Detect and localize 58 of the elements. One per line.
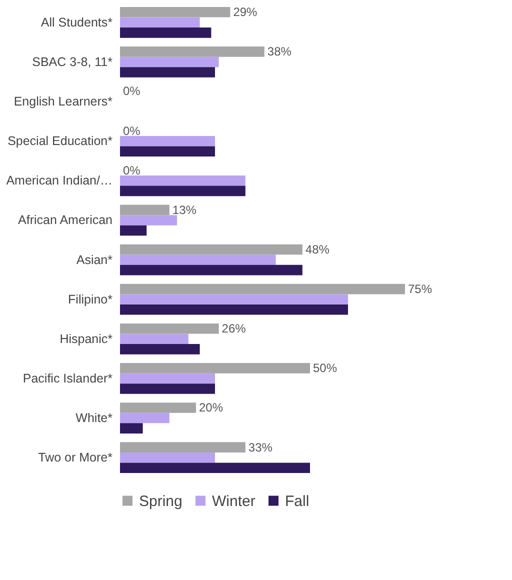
data-label: 26% [222,322,246,336]
bar [120,225,147,236]
legend-label: Spring [139,492,182,510]
bar [120,423,143,434]
y-tick-label: American Indian/… [6,174,112,188]
bar [120,334,188,344]
bar [120,304,348,315]
bar [120,284,405,294]
y-tick-label: White* [76,411,113,426]
data-label: 0% [123,124,141,138]
bar [120,254,276,265]
y-tick-label: Filipino* [68,292,113,306]
bar [120,6,230,18]
data-label: 50% [313,361,338,376]
data-label: 13% [172,202,197,217]
bar [120,56,219,68]
bar [120,344,200,354]
bar [120,442,246,452]
bar [120,294,348,304]
bar [120,46,264,57]
legend-label: Winter [212,492,256,510]
data-label: 0% [123,84,141,98]
data-label: 48% [305,242,330,256]
bar [120,146,215,157]
y-tick-label: SBAC 3-8, 11* [32,54,113,69]
bar [120,373,215,384]
bar [120,67,215,78]
bar [120,323,219,334]
bar [120,244,302,255]
bar [120,402,196,413]
y-tick-label: Special Education* [8,134,113,148]
bar [120,452,215,463]
data-label: 0% [123,163,141,178]
y-tick-label: African American [18,213,113,228]
y-tick-label: All Students* [40,15,113,30]
bar [120,136,215,146]
data-label: 38% [267,44,292,59]
bar [120,412,170,424]
y-tick-label: Pacific Islander* [22,371,113,386]
y-tick-label: Hispanic* [60,332,113,346]
y-tick-label: Asian* [76,252,113,267]
bar [120,264,302,276]
bar [120,462,310,474]
bar [120,28,212,38]
data-label: 20% [199,400,224,415]
data-label: 75% [408,282,432,296]
bar [120,215,177,226]
y-tick-label: English Learners* [14,94,113,109]
bar [120,204,170,216]
bar [120,186,246,196]
bar [120,384,215,394]
bar [120,17,200,28]
y-tick-label: Two or More* [38,450,113,465]
legend-label: Fall [285,492,310,510]
bar [120,176,246,186]
data-label: 29% [233,5,258,20]
data-label: 33% [248,440,273,454]
bar [120,363,310,374]
